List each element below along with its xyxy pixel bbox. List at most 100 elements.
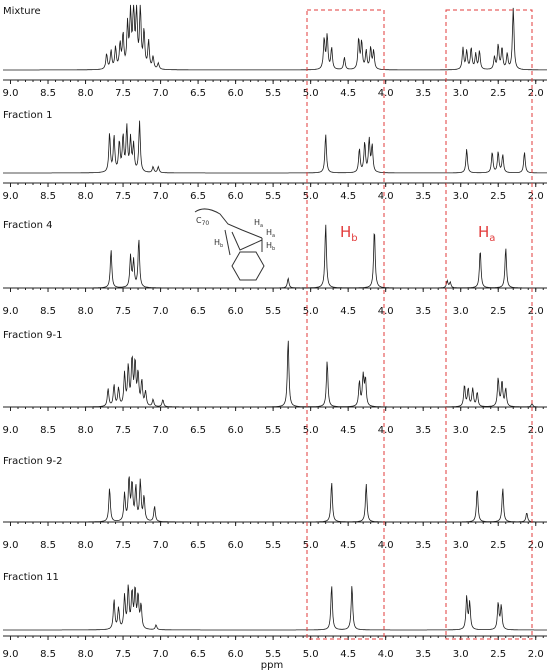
x-tick-label: 5.5 [265,306,281,317]
x-tick-label: 7.5 [115,191,131,202]
x-tick-label: 4.5 [340,425,356,436]
panel-4: Fraction 9-1 9.0 8.5 8.0 7.5 7.0 6.5 6.0 5.5 5.0 4… [3,330,547,436]
x-tick-label: 6.0 [228,649,244,660]
x-tick-label: 3.5 [415,306,431,317]
x-tick-label: 9.0 [3,649,19,660]
x-tick-label: 4.5 [340,540,356,551]
x-tick-label: 6.0 [228,306,244,317]
x-tick-label: 8.5 [40,540,56,551]
x-tick-label: 4.5 [340,88,356,99]
nmr-panels: Mixture 9.0 8.5 8.0 7.5 7.0 6.5 6.0 5.5 5.0 4.5 4.0… [3,4,547,660]
x-tick-label: 3.5 [415,191,431,202]
spectrum-trace [3,120,547,174]
x-tick-label: 6.5 [190,306,206,317]
x-tick-label: 8.0 [78,306,94,317]
x-axis-label: ppm [261,660,283,671]
x-tick-label: 4.0 [378,649,394,660]
x-tick-label: 3.5 [415,88,431,99]
x-tick-label: 8.0 [78,540,94,551]
x-tick-label: 4.5 [340,649,356,660]
x-tick-label: 7.5 [115,540,131,551]
x-tick-label: 2.5 [490,425,506,436]
panel-label: Fraction 1 [3,110,52,121]
spectrum-trace [3,4,547,71]
x-tick-label: 7.5 [115,88,131,99]
panel-label: Mixture [3,6,41,17]
x-tick-label: 7.5 [115,425,131,436]
panel-label: Fraction 11 [3,572,59,583]
x-tick-label: 7.0 [153,88,169,99]
x-tick-label: 5.5 [265,425,281,436]
label-ha: Ha [478,223,495,244]
c70-label: C70 [196,216,209,227]
x-tick-label: 8.5 [40,88,56,99]
x-tick-label: 8.0 [78,191,94,202]
x-tick-label: 9.0 [3,306,19,317]
region-hb [306,9,385,640]
x-tick-label: 8.0 [78,425,94,436]
x-tick-label: 7.0 [153,425,169,436]
mol-hb-1: Hb [214,238,223,249]
x-tick-label: 7.0 [153,306,169,317]
panel-label: Fraction 9-2 [3,456,62,467]
x-tick-label: 6.0 [228,540,244,551]
x-tick-label: 3.0 [453,425,469,436]
panel-6: Fraction 11 9.0 8.5 8.0 7.5 7.0 6.5 6.0 5.5 5.0 4.… [3,572,547,660]
x-tick-label: 9.0 [3,540,19,551]
mol-hb-2: Hb [266,241,275,252]
panel-5: Fraction 9-2 9.0 8.5 8.0 7.5 7.0 6.5 6.0 5.5 5.0 4… [3,456,547,551]
panel-2: Fraction 1 9.0 8.5 8.0 7.5 7.0 6.5 6.0 5.5 5.0 4.5… [3,110,547,202]
x-tick-label: 3.0 [453,649,469,660]
x-tick-label: 3.5 [415,425,431,436]
x-tick-label: 5.5 [265,191,281,202]
x-tick-label: 2.0 [528,425,544,436]
x-tick-label: 4.5 [340,306,356,317]
x-tick-label: 2.5 [490,649,506,660]
x-tick-label: 6.5 [190,649,206,660]
mol-ha-1: Ha [254,218,263,229]
x-tick-label: 5.0 [303,649,319,660]
x-tick-label: 8.5 [40,425,56,436]
x-tick-label: 5.0 [303,425,319,436]
x-tick-label: 6.0 [228,88,244,99]
x-tick-label: 6.5 [190,540,206,551]
x-tick-label: 7.0 [153,649,169,660]
x-tick-label: 6.0 [228,425,244,436]
panel-label: Fraction 9-1 [3,330,62,341]
x-tick-label: 6.5 [190,425,206,436]
x-tick-label: 2.0 [528,88,544,99]
x-tick-label: 2.0 [528,306,544,317]
x-tick-label: 8.5 [40,306,56,317]
x-tick-label: 4.0 [378,191,394,202]
x-tick-label: 2.5 [490,88,506,99]
x-tick-label: 4.5 [340,191,356,202]
panel-1: Mixture 9.0 8.5 8.0 7.5 7.0 6.5 6.0 5.5 5.0 4.5 4.0… [3,4,547,99]
x-tick-label: 6.5 [190,191,206,202]
x-tick-label: 7.0 [153,191,169,202]
x-tick-label: 3.0 [453,88,469,99]
x-tick-label: 9.0 [3,191,19,202]
x-tick-label: 4.0 [378,88,394,99]
x-tick-label: 7.5 [115,649,131,660]
x-tick-label: 8.0 [78,88,94,99]
x-tick-label: 4.0 [378,306,394,317]
x-tick-label: 5.0 [303,88,319,99]
x-tick-label: 9.0 [3,425,19,436]
molecule-structure-inset: C70 Ha Ha Hb Hb [194,208,275,281]
x-tick-label: 2.5 [490,306,506,317]
x-tick-label: 5.5 [265,649,281,660]
x-tick-label: 4.0 [378,425,394,436]
x-tick-label: 6.5 [190,88,206,99]
label-hb: Hb [340,223,358,244]
x-tick-label: 7.0 [153,540,169,551]
x-tick-label: 8.5 [40,649,56,660]
x-tick-label: 3.5 [415,540,431,551]
mol-ha-2: Ha [266,228,275,239]
x-tick-label: 9.0 [3,88,19,99]
panel-3: Fraction 4 9.0 8.5 8.0 7.5 7.0 6.5 6.0 5.5 5.0 4.5… [3,220,547,317]
x-tick-label: 3.0 [453,191,469,202]
x-tick-label: 2.0 [528,191,544,202]
spectrum-trace [3,476,547,523]
panel-label: Fraction 4 [3,220,52,231]
